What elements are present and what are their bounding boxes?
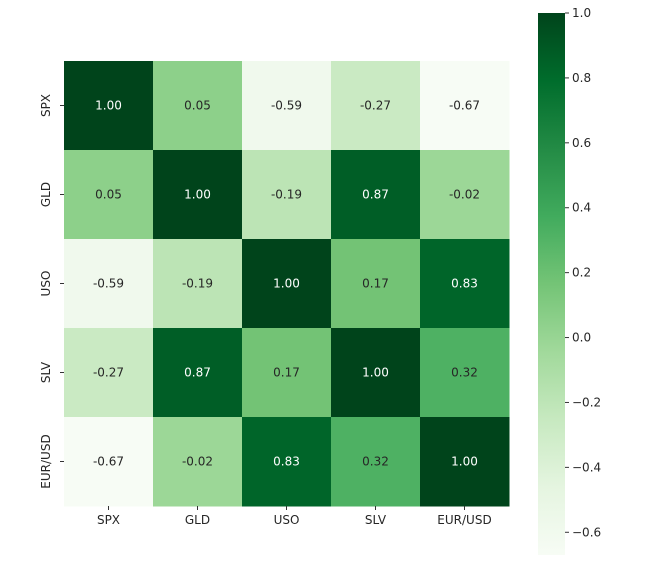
heatmap-cell-0-0: [64, 61, 154, 151]
cell-value-label: -0.19: [271, 188, 302, 202]
cell-value-label: -0.67: [93, 455, 124, 469]
heatmap-cell-2-3: [331, 239, 421, 329]
colorbar-gradient: [538, 13, 565, 555]
cell-value-label: -0.19: [182, 277, 213, 291]
heatmap-cell-1-3: [331, 150, 421, 240]
heatmap-cell-4-4: [420, 417, 510, 507]
heatmap-cell-1-1: [153, 150, 243, 240]
cell-value-label: 1.00: [95, 99, 122, 113]
heatmap-cell-3-2: [242, 328, 332, 418]
heatmap-cell-0-4: [420, 61, 510, 151]
heatmap-cell-4-1: [153, 417, 243, 507]
heatmap-cell-3-0: [64, 328, 154, 418]
heatmap-cell-4-3: [331, 417, 421, 507]
heatmap-cell-0-1: [153, 61, 243, 151]
cell-value-label: -0.02: [449, 188, 480, 202]
cell-value-label: -0.59: [271, 99, 302, 113]
colorbar: 1.0 0.8 0.6 0.4 0.2 0.0 −0.2 −0.4 −0.6: [538, 6, 601, 555]
heatmap-cell-3-4: [420, 328, 510, 418]
cell-value-label: 0.05: [95, 188, 122, 202]
cell-value-label: 0.83: [273, 455, 300, 469]
heatmap-cell-0-2: [242, 61, 332, 151]
cell-value-label: 1.00: [184, 188, 211, 202]
cell-value-label: -0.67: [449, 99, 480, 113]
heatmap-cell-1-2: [242, 150, 332, 240]
x-tick-label: SPX: [97, 513, 120, 527]
colorbar-tick-label: −0.4: [572, 460, 601, 474]
cell-value-label: 1.00: [362, 366, 389, 380]
heatmap-cell-1-0: [64, 150, 154, 240]
cell-value-label: -0.59: [93, 277, 124, 291]
cell-value-label: 0.32: [451, 366, 478, 380]
x-tick-label: EUR/USD: [437, 513, 491, 527]
colorbar-tick-label: 0.0: [572, 331, 591, 345]
cell-value-label: -0.27: [93, 366, 124, 380]
colorbar-tick-label: 0.6: [572, 136, 591, 150]
colorbar-tick-label: 0.4: [572, 201, 591, 215]
heatmap-cell-2-0: [64, 239, 154, 329]
cell-value-label: 0.32: [362, 455, 389, 469]
heatmap-cell-0-3: [331, 61, 421, 151]
cell-value-label: -0.27: [360, 99, 391, 113]
colorbar-tick-label: 0.8: [572, 71, 591, 85]
heatmap-cell-2-1: [153, 239, 243, 329]
cell-value-label: 0.17: [273, 366, 300, 380]
cell-value-label: 0.87: [362, 188, 389, 202]
cell-value-label: 0.83: [451, 277, 478, 291]
colorbar-tick-label: −0.6: [572, 525, 601, 539]
y-tick-label: EUR/USD: [39, 434, 53, 488]
y-axis: SPX GLD USO SLV EUR/USD: [39, 94, 64, 489]
heatmap-cell-3-3: [331, 328, 421, 418]
cell-value-label: -0.02: [182, 455, 213, 469]
colorbar-tick-label: 0.2: [572, 266, 591, 280]
cell-value-label: 0.17: [362, 277, 389, 291]
cell-value-label: 1.00: [273, 277, 300, 291]
heatmap-cell-1-4: [420, 150, 510, 240]
y-tick-label: USO: [39, 271, 53, 297]
cell-value-label: 0.05: [184, 99, 211, 113]
colorbar-tick-label: −0.2: [572, 395, 601, 409]
y-tick-label: SPX: [39, 94, 53, 117]
heatmap-cell-4-0: [64, 417, 154, 507]
cell-value-label: 1.00: [451, 455, 478, 469]
x-tick-label: USO: [274, 513, 300, 527]
heatmap-cell-2-4: [420, 239, 510, 329]
heatmap-cell-3-1: [153, 328, 243, 418]
colorbar-tick-label: 1.0: [572, 6, 591, 20]
x-tick-label: SLV: [365, 513, 387, 527]
x-tick-label: GLD: [185, 513, 210, 527]
heatmap-cells: [64, 61, 510, 507]
heatmap-annotations: 1.00 0.05 -0.59 -0.27 -0.67 0.05 1.00 -0.19 0.87…: [93, 99, 480, 469]
cell-value-label: 0.87: [184, 366, 211, 380]
heatmap-cell-4-2: [242, 417, 332, 507]
heatmap-cell-2-2: [242, 239, 332, 329]
y-tick-label: SLV: [39, 361, 53, 383]
x-axis: SPX GLD USO SLV EUR/USD: [97, 506, 492, 527]
y-tick-label: GLD: [39, 182, 53, 207]
